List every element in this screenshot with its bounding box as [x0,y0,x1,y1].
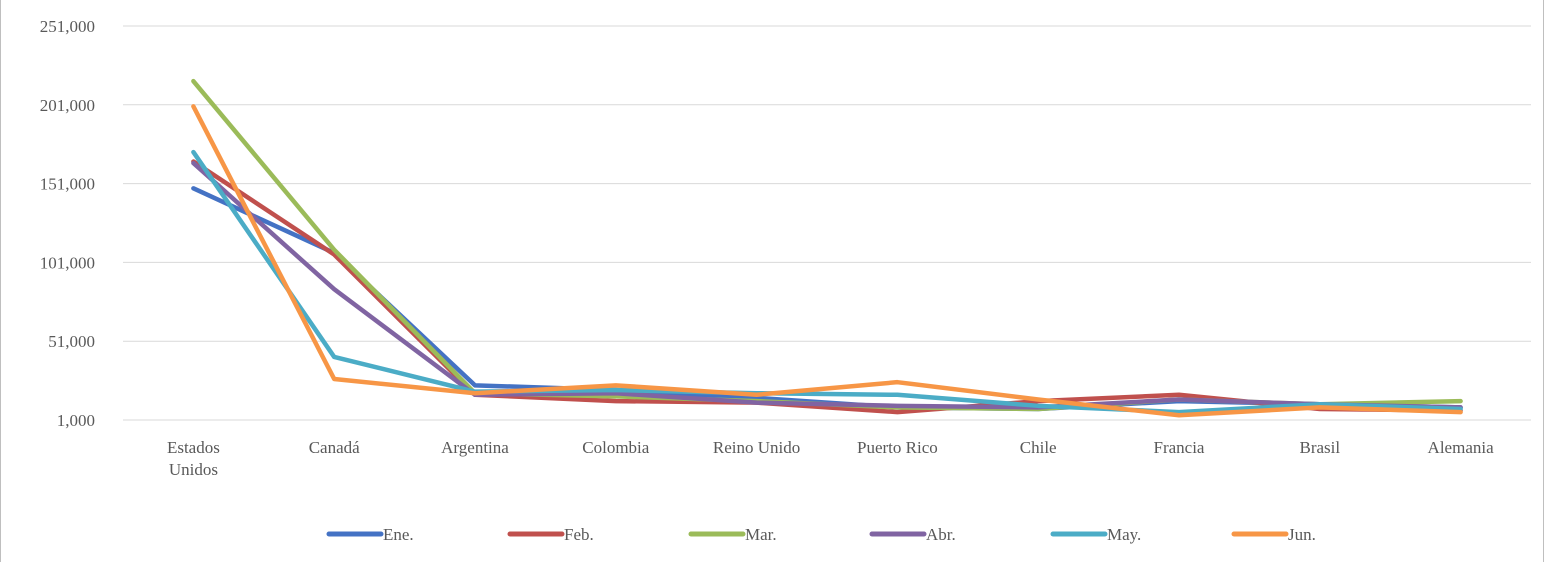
legend-item: May. [1053,525,1141,544]
legend-label: Abr. [926,525,956,544]
series-line [193,152,1460,412]
series-feb [193,161,1460,412]
gridlines [123,26,1531,420]
series-lines [193,81,1460,415]
x-tick-label: Colombia [582,438,650,457]
x-tick-label: Argentina [441,438,509,457]
legend-label: May. [1107,525,1141,544]
series-line [193,162,1460,413]
y-tick-label: 101,000 [40,253,95,272]
legend-label: Mar. [745,525,777,544]
x-tick-label: Brasil [1299,438,1340,457]
series-line [193,81,1460,409]
x-tick-label: Reino Unido [713,438,800,457]
y-tick-label: 151,000 [40,175,95,194]
y-tick-label: 251,000 [40,17,95,36]
y-tick-label: 201,000 [40,96,95,115]
series-mar [193,81,1460,409]
y-tick-label: 1,000 [57,411,95,430]
legend-item: Mar. [691,525,777,544]
x-tick-label: Chile [1020,438,1057,457]
x-tick-label: Francia [1154,438,1205,457]
x-tick-label: Canadá [309,438,360,457]
legend-label: Jun. [1288,525,1316,544]
legend-item: Jun. [1234,525,1316,544]
legend-item: Abr. [872,525,956,544]
series-may [193,152,1460,412]
legend-item: Ene. [329,525,414,544]
y-tick-label: 51,000 [48,332,95,351]
legend-label: Feb. [564,525,594,544]
legend-item: Feb. [510,525,594,544]
x-tick-label: Puerto Rico [857,438,938,457]
x-tick-label: Alemania [1428,438,1495,457]
y-axis-ticks: 1,000 51,000 101,000 151,000 201,000 251,000 [40,17,95,430]
legend: Ene. Feb. Mar. Abr. May. Jun. [329,525,1316,544]
legend-label: Ene. [383,525,414,544]
